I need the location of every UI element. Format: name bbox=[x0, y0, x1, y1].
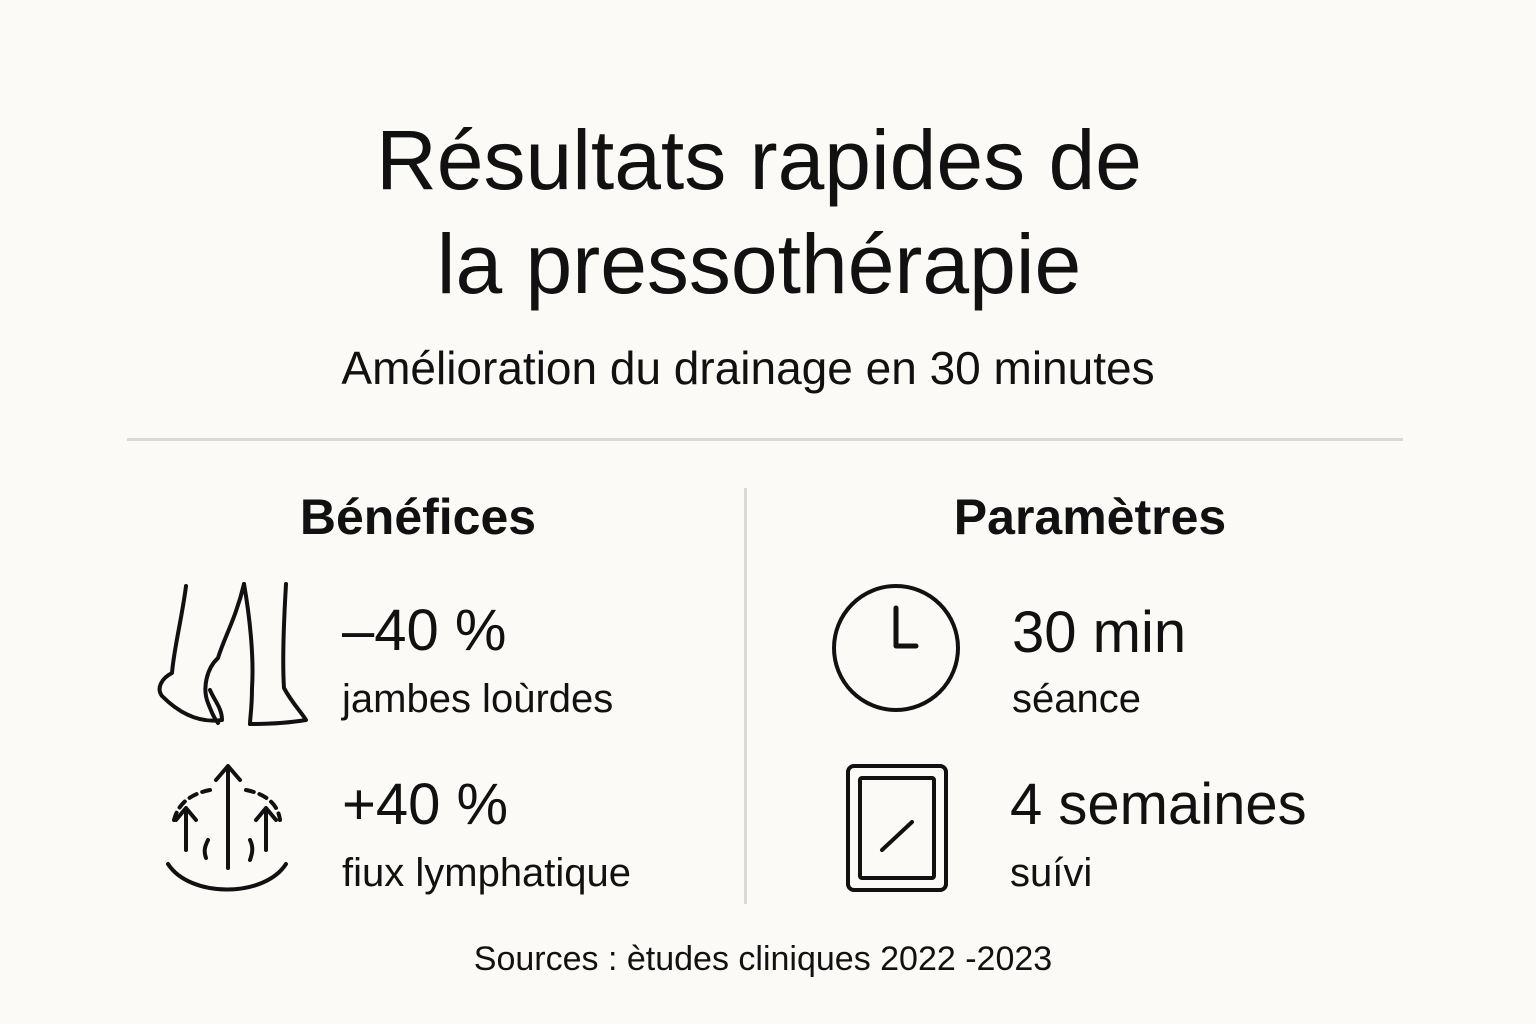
benefit-value-heavy-legs: –40 % bbox=[342, 598, 507, 663]
parameter-value-session: 30 min bbox=[1012, 600, 1187, 665]
benefit-value-lymph-flow: +40 % bbox=[342, 772, 509, 837]
benefit-label-heavy-legs: jambes loùrdes bbox=[342, 677, 614, 721]
title-line-1: Résultats rapides de bbox=[376, 113, 1142, 207]
legs-icon bbox=[157, 582, 308, 726]
lymph-flow-icon bbox=[166, 764, 288, 892]
vertical-divider bbox=[744, 488, 747, 904]
parameters-heading: Paramètres bbox=[953, 489, 1227, 545]
sources-footer: Sources : ètudes cliniques 2022 -2023 bbox=[473, 940, 1053, 978]
parameter-label-follow-up: suívi bbox=[1010, 851, 1093, 895]
clock-icon bbox=[832, 584, 960, 712]
benefit-label-lymph-flow: fiux lymphatique bbox=[342, 851, 632, 895]
title-line-2: la pressothérapie bbox=[436, 217, 1082, 311]
page-title: Résultats rapides de la pressothérapie bbox=[0, 108, 1518, 316]
horizontal-divider bbox=[127, 438, 1403, 441]
page-subtitle: Amélioration du drainage en 30 minutes bbox=[341, 342, 1155, 394]
tablet-icon bbox=[846, 764, 948, 892]
parameter-label-session: séance bbox=[1012, 677, 1141, 721]
benefits-heading: Bénéfices bbox=[299, 489, 537, 545]
parameter-value-follow-up: 4 semaines bbox=[1010, 772, 1307, 837]
